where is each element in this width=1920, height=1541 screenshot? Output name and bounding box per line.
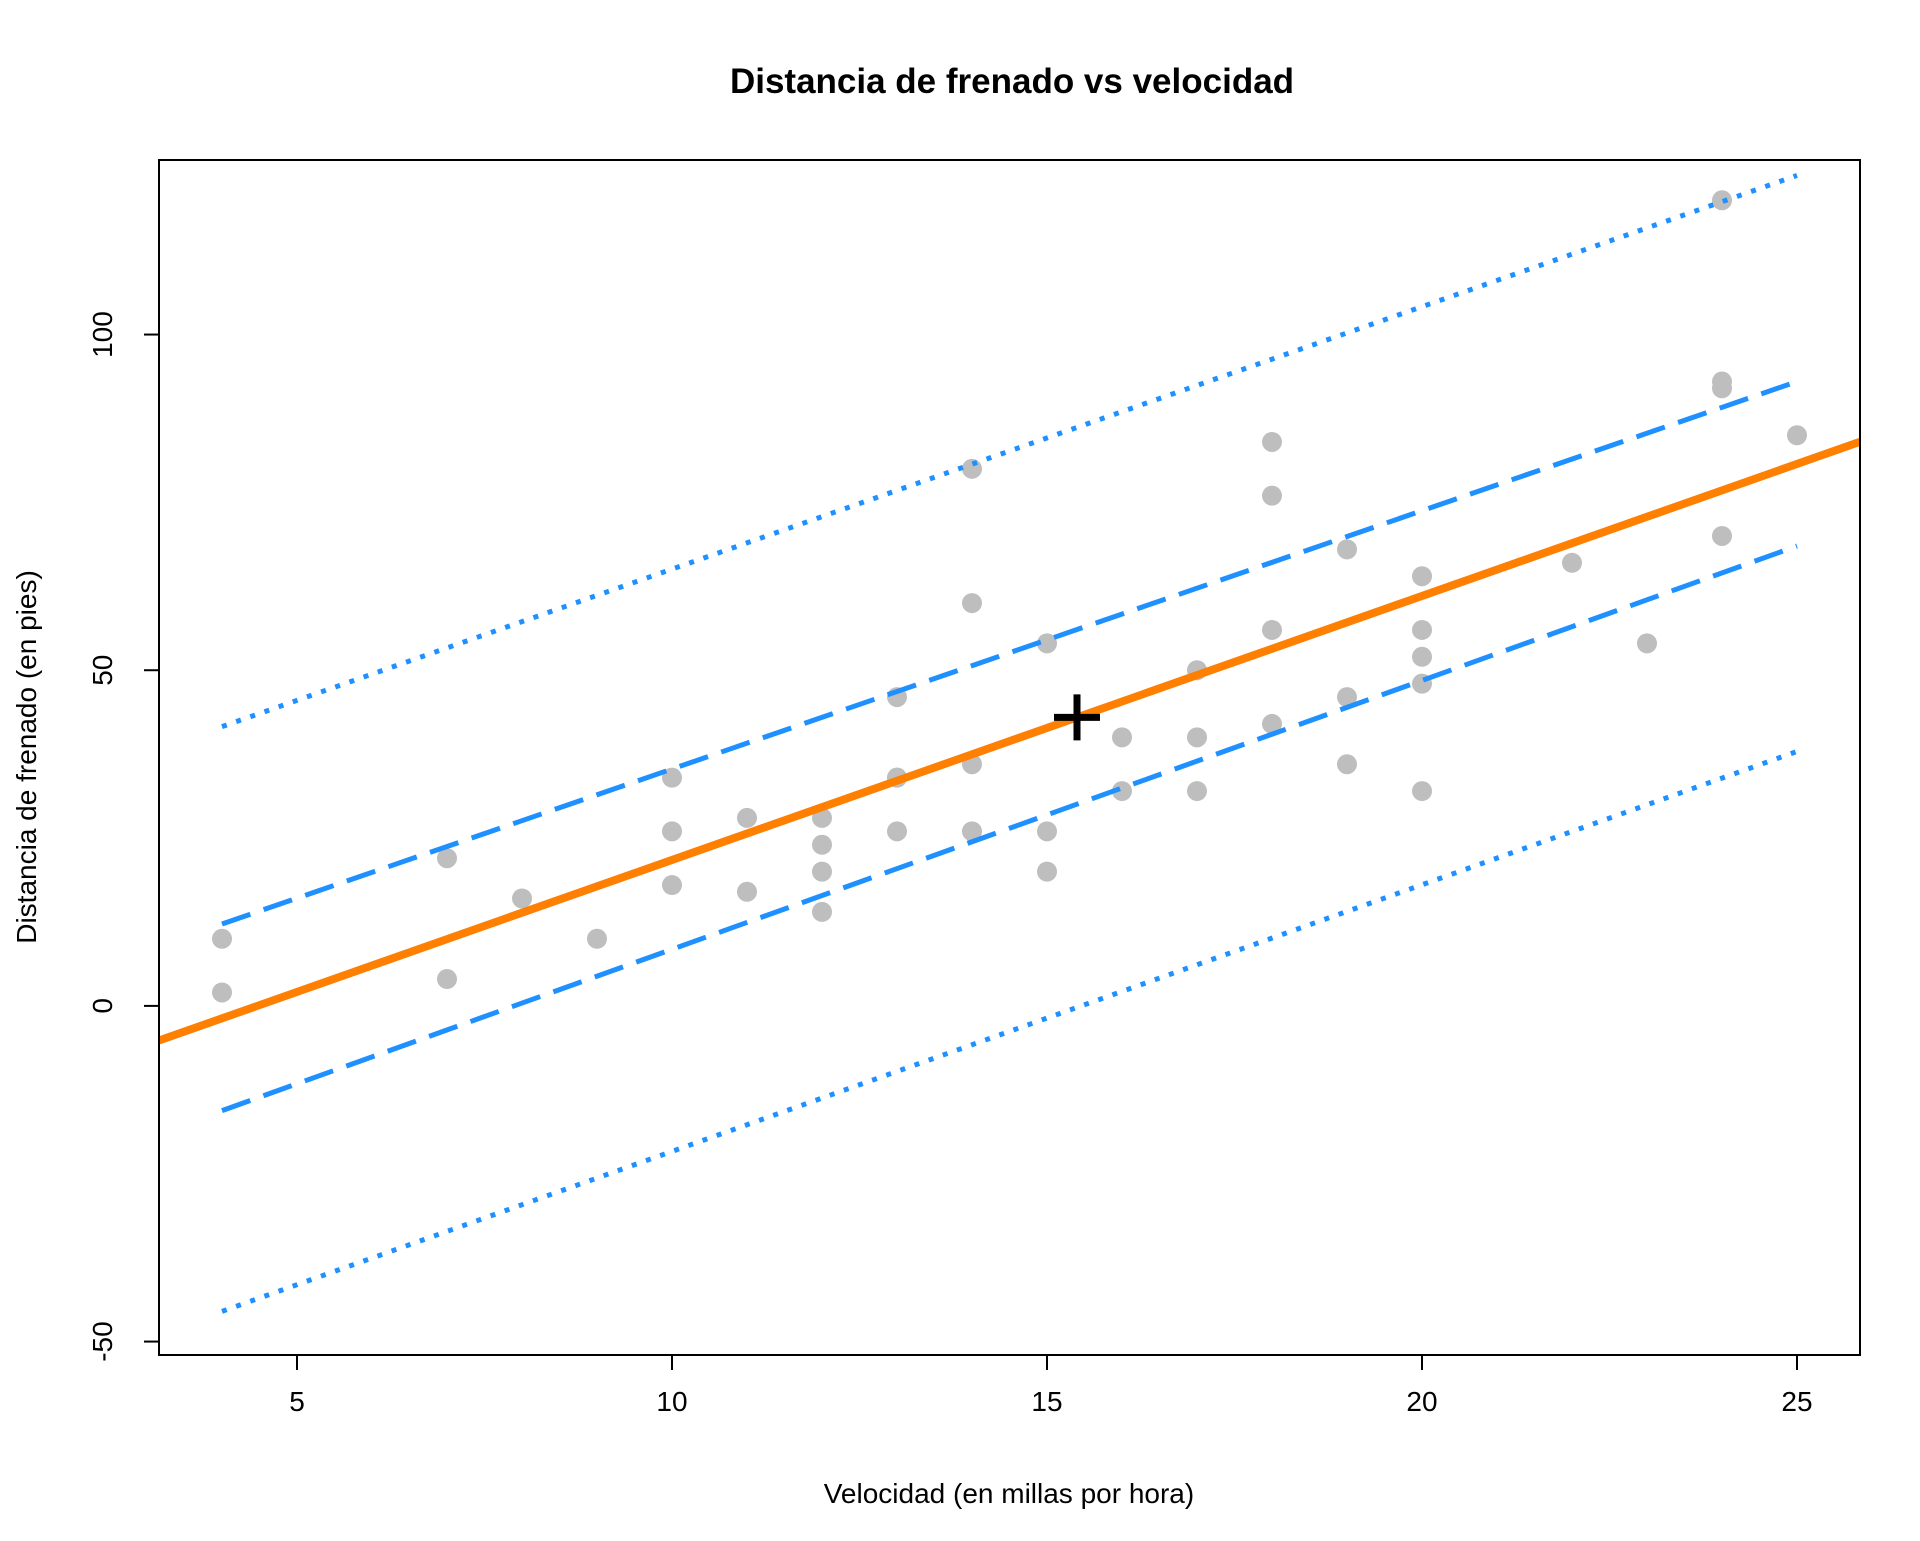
data-point [1337, 539, 1357, 560]
data-point [1262, 431, 1282, 452]
data-point [1037, 821, 1057, 842]
y-axis: -50 0 50 100 [87, 311, 160, 1362]
y-tick-label: 0 [87, 998, 118, 1014]
regression-line [159, 438, 1860, 1045]
x-tick-label: 15 [1031, 1386, 1062, 1417]
data-point [662, 875, 682, 896]
data-point [1337, 687, 1357, 708]
x-axis: 5 10 15 20 25 [289, 1354, 1813, 1417]
plot-frame [158, 159, 1861, 1356]
data-point [1712, 371, 1732, 392]
data-point [812, 861, 832, 882]
data-point [1187, 727, 1207, 748]
data-point [1262, 485, 1282, 506]
data-point [1412, 781, 1432, 802]
data-point [437, 848, 457, 869]
chart-title: Distancia de frenado vs velocidad [730, 62, 1294, 101]
data-point [962, 593, 982, 614]
mean-point-marker [1054, 694, 1100, 741]
data-point [1112, 727, 1132, 748]
data-point [1712, 190, 1732, 211]
data-point [1262, 619, 1282, 640]
data-point [437, 969, 457, 990]
data-point [812, 901, 832, 922]
data-point [1262, 713, 1282, 734]
y-tick-label: -50 [87, 1321, 118, 1361]
data-point [1112, 781, 1132, 802]
y-tick-label: 50 [87, 655, 118, 686]
x-tick-label: 25 [1781, 1386, 1812, 1417]
data-point [212, 928, 232, 949]
prediction-band-line [221, 749, 1798, 1314]
data-point [737, 881, 757, 902]
data-point [1712, 525, 1732, 546]
x-tick-label: 20 [1406, 1386, 1437, 1417]
data-point [737, 807, 757, 828]
data-point [212, 982, 232, 1003]
confidence-band-line [221, 379, 1798, 927]
data-point [1412, 646, 1432, 667]
data-point [662, 821, 682, 842]
data-point [1337, 754, 1357, 775]
data-point [1037, 861, 1057, 882]
data-point [1412, 566, 1432, 587]
data-point [812, 834, 832, 855]
data-point [1787, 425, 1807, 446]
data-point [587, 928, 607, 949]
x-tick-label: 10 [656, 1386, 687, 1417]
prediction-band-line [221, 173, 1798, 729]
data-point [887, 821, 907, 842]
confidence-band-line [221, 543, 1798, 1113]
data-point [662, 767, 682, 788]
x-tick-label: 5 [289, 1386, 305, 1417]
y-axis-label: Distancia de frenado (en pies) [11, 570, 42, 944]
data-point [1412, 619, 1432, 640]
data-point [1562, 552, 1582, 573]
data-point [1187, 781, 1207, 802]
x-axis-label: Velocidad (en millas por hora) [824, 1478, 1194, 1509]
data-point [512, 888, 532, 909]
data-point [962, 821, 982, 842]
data-point [1637, 633, 1657, 654]
plot-area [159, 173, 1860, 1314]
y-tick-label: 100 [87, 311, 118, 358]
data-point [1037, 633, 1057, 654]
